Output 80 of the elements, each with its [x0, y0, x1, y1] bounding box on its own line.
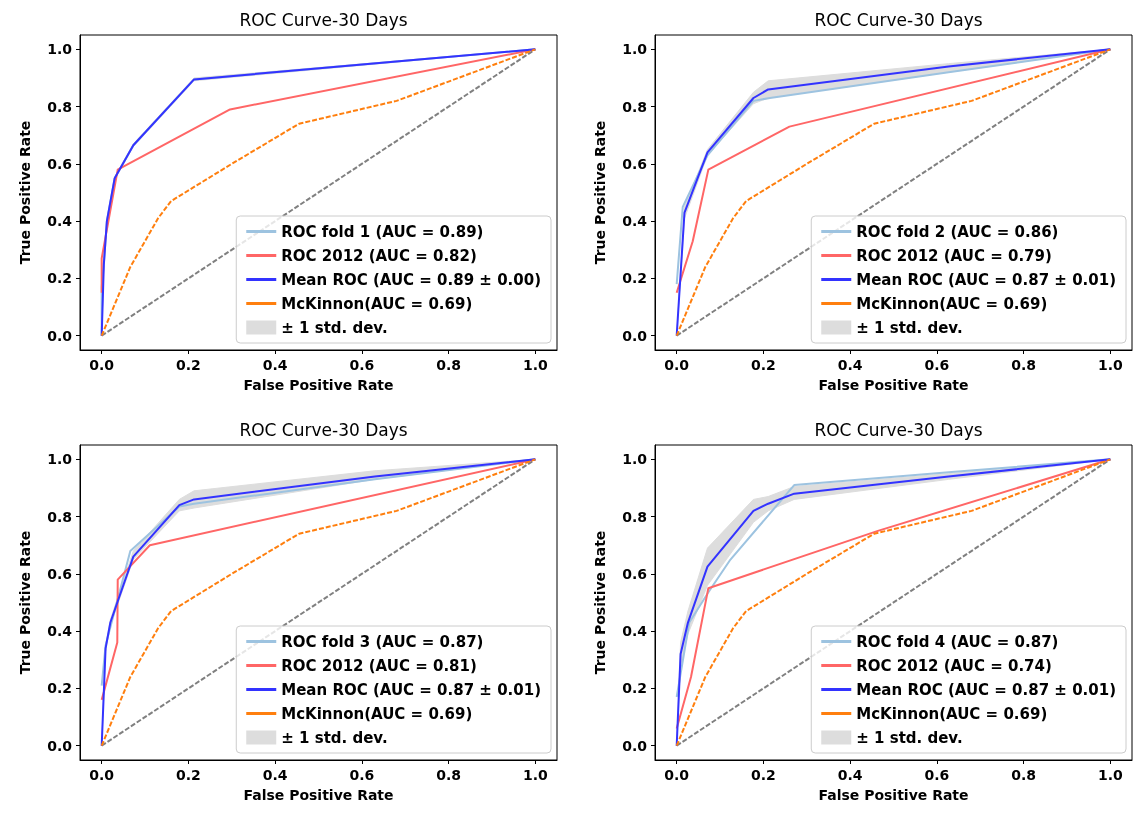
x-tick-label: 1.0 [1097, 357, 1123, 373]
y-tick-label: 0.4 [47, 213, 73, 230]
legend-label: Mean ROC (AUC = 0.87 ± 0.01) [856, 270, 1116, 289]
y-axis-title: True Positive Rate [592, 530, 608, 675]
x-tick-label: 0.2 [176, 357, 201, 373]
x-tick-label: 1.0 [522, 767, 548, 783]
x-tick-label: 0.0 [664, 767, 690, 783]
x-tick-label: 0.6 [924, 357, 950, 373]
legend-label: ROC fold 3 (AUC = 0.87) [281, 632, 484, 651]
y-tick-label: 0.0 [622, 327, 648, 344]
legend-label: ROC fold 4 (AUC = 0.87) [856, 632, 1059, 651]
y-tick-label: 0.2 [622, 270, 647, 287]
y-tick-label: 0.0 [47, 737, 73, 754]
y-tick-label: 0.6 [622, 155, 647, 172]
y-axis-title: True Positive Rate [17, 120, 33, 265]
x-tick-label: 0.6 [349, 357, 375, 373]
x-tick-label: 0.2 [751, 357, 776, 373]
x-tick-label: 1.0 [522, 357, 548, 373]
x-tick-label: 0.2 [176, 767, 201, 783]
legend-label: ROC fold 1 (AUC = 0.89) [281, 222, 484, 241]
x-tick-label: 0.0 [89, 357, 115, 373]
x-axis-title: False Positive Rate [243, 377, 394, 393]
y-tick-label: 1.0 [47, 451, 73, 468]
y-axis-title: True Positive Rate [592, 120, 608, 265]
y-axis-title: True Positive Rate [17, 530, 33, 675]
x-axis-title: False Positive Rate [243, 787, 394, 803]
annotation: ± 1 std. dev. [856, 728, 963, 747]
y-tick-label: 0.4 [47, 623, 73, 640]
x-tick-label: 0.0 [89, 767, 115, 783]
y-tick-label: 0.4 [622, 213, 648, 230]
legend-label: Mean ROC (AUC = 0.87 ± 0.01) [856, 680, 1116, 699]
x-tick-label: 0.8 [436, 767, 461, 783]
chart-title: ROC Curve-30 Days [814, 419, 983, 440]
y-tick-label: 0.2 [47, 680, 72, 697]
y-tick-label: 0.8 [47, 508, 72, 525]
legend-label: ROC 2012 (AUC = 0.82) [281, 246, 477, 265]
legend-label: McKinnon(AUC = 0.69) [856, 294, 1048, 313]
y-tick-label: 0.2 [622, 680, 647, 697]
x-tick-label: 0.4 [837, 357, 863, 373]
y-tick-label: 0.0 [622, 737, 648, 754]
y-tick-label: 0.8 [622, 508, 647, 525]
x-tick-label: 0.2 [751, 767, 776, 783]
x-tick-label: 1.0 [1097, 767, 1123, 783]
legend-label: Mean ROC (AUC = 0.87 ± 0.01) [281, 680, 541, 699]
legend-label: Mean ROC (AUC = 0.89 ± 0.00) [281, 270, 541, 289]
chart-title: ROC Curve-30 Days [239, 419, 408, 440]
x-tick-label: 0.8 [1011, 357, 1036, 373]
legend-label: ROC 2012 (AUC = 0.74) [856, 656, 1052, 675]
y-tick-label: 1.0 [47, 41, 73, 58]
y-tick-label: 0.4 [622, 623, 648, 640]
annotation: ± 1 std. dev. [856, 318, 963, 337]
x-tick-label: 0.6 [349, 767, 375, 783]
legend-label: McKinnon(AUC = 0.69) [856, 704, 1048, 723]
y-tick-label: 0.2 [47, 270, 72, 287]
x-tick-label: 0.4 [262, 357, 288, 373]
x-tick-label: 0.0 [664, 357, 690, 373]
x-tick-label: 0.6 [924, 767, 950, 783]
chart-title: ROC Curve-30 Days [814, 9, 983, 30]
legend-label: McKinnon(AUC = 0.69) [281, 294, 473, 313]
y-tick-label: 0.8 [47, 98, 72, 115]
x-axis-title: False Positive Rate [818, 787, 969, 803]
x-axis-title: False Positive Rate [818, 377, 969, 393]
chart-title: ROC Curve-30 Days [239, 9, 408, 30]
legend-label: McKinnon(AUC = 0.69) [281, 704, 473, 723]
y-tick-label: 0.6 [47, 155, 72, 172]
y-tick-label: 0.6 [622, 565, 647, 582]
annotation: ± 1 std. dev. [281, 728, 388, 747]
y-tick-label: 1.0 [622, 41, 648, 58]
legend-label: ROC fold 2 (AUC = 0.86) [856, 222, 1059, 241]
y-tick-label: 1.0 [622, 451, 648, 468]
x-tick-label: 0.8 [1011, 767, 1036, 783]
legend-label: ROC 2012 (AUC = 0.81) [281, 656, 477, 675]
x-tick-label: 0.4 [262, 767, 288, 783]
y-tick-label: 0.0 [47, 327, 73, 344]
annotation: ± 1 std. dev. [281, 318, 388, 337]
y-tick-label: 0.8 [622, 98, 647, 115]
legend-label: ROC 2012 (AUC = 0.79) [856, 246, 1052, 265]
x-tick-label: 0.8 [436, 357, 461, 373]
x-tick-label: 0.4 [837, 767, 863, 783]
y-tick-label: 0.6 [47, 565, 72, 582]
